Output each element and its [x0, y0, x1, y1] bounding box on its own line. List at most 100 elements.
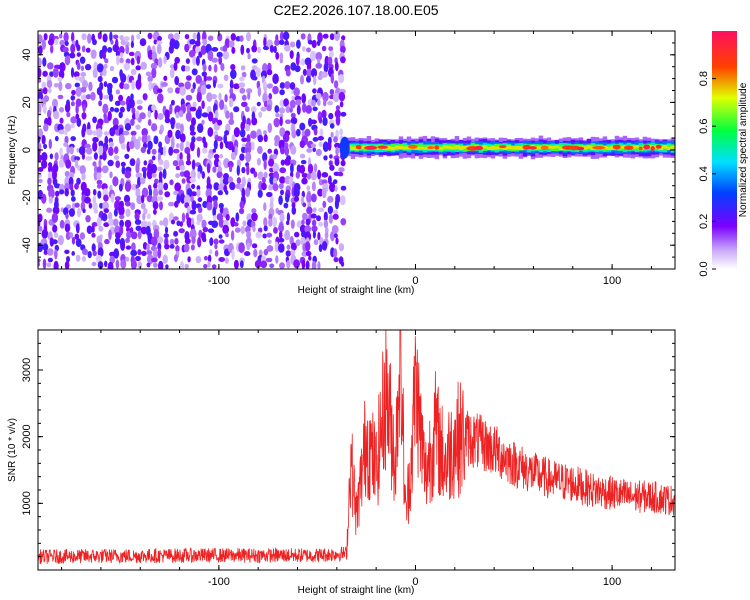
- heatmap-cell: [442, 145, 448, 149]
- heatmap-cell: [377, 145, 389, 149]
- heatmap-cell: [113, 34, 119, 40]
- heatmap-cell: [211, 93, 218, 100]
- heatmap-cell: [306, 172, 312, 180]
- heatmap-cell: [47, 109, 51, 119]
- heatmap-cell: [163, 55, 167, 64]
- heatmap-cell: [274, 141, 279, 147]
- heatmap-cell: [175, 245, 180, 253]
- heatmap-cell: [323, 219, 329, 229]
- heatmap-cell: [43, 33, 48, 41]
- heatmap-cell: [188, 50, 196, 58]
- heatmap-cell: [91, 243, 96, 253]
- heatmap-cell: [98, 140, 104, 148]
- heatmap-cell: [59, 33, 63, 39]
- heatmap-cell: [279, 213, 285, 223]
- heatmap-cell: [70, 189, 75, 197]
- heatmap-cell: [151, 173, 157, 178]
- heatmap-cell: [179, 165, 186, 171]
- heatmap-cell: [91, 261, 97, 267]
- heatmap-cell: [46, 80, 53, 88]
- heatmap-cell: [156, 88, 163, 93]
- heatmap-cell: [102, 201, 109, 211]
- heatmap-cell: [218, 202, 224, 209]
- heatmap-cell: [213, 238, 219, 245]
- heatmap-cell: [251, 212, 258, 222]
- heatmap-cell: [217, 83, 224, 89]
- bottom-y-axis: 1000 2000 3000: [21, 329, 675, 558]
- heatmap-cell: [306, 185, 311, 191]
- heatmap-cell: [301, 173, 308, 178]
- heatmap-cell: [189, 39, 196, 45]
- heatmap-cell: [482, 146, 488, 151]
- heatmap-cell: [192, 101, 197, 108]
- heatmap-cell: [139, 112, 146, 120]
- heatmap-cell: [606, 147, 612, 150]
- heatmap-cell: [60, 207, 64, 213]
- heatmap-cell: [96, 235, 103, 245]
- heatmap-cell: [222, 177, 229, 185]
- heatmap-cell: [229, 182, 236, 191]
- heatmap-cell: [180, 123, 184, 134]
- heatmap-cell: [107, 261, 114, 269]
- heatmap-cell: [140, 61, 147, 70]
- heatmap-cell: [187, 256, 191, 263]
- heatmap-cell: [263, 248, 269, 256]
- heatmap-cell: [486, 147, 492, 150]
- heatmap-cell: [159, 220, 164, 226]
- heatmap-cell: [124, 181, 132, 192]
- heatmap-cell: [273, 45, 277, 54]
- heatmap-cell: [151, 67, 157, 79]
- heatmap-cell: [120, 259, 127, 269]
- heatmap-cell: [197, 123, 204, 133]
- heatmap-cell: [47, 257, 54, 263]
- heatmap-cell: [285, 250, 291, 257]
- heatmap-cell: [301, 93, 307, 104]
- heatmap-cell: [255, 67, 261, 78]
- heatmap-cell: [634, 145, 640, 149]
- heatmap-cell: [167, 33, 174, 40]
- heatmap-cell: [103, 63, 108, 69]
- heatmap-cell: [81, 112, 87, 120]
- heatmap-cell: [317, 188, 324, 197]
- heatmap-cell: [228, 40, 235, 48]
- heatmap-cell: [240, 121, 245, 131]
- heatmap-cell: [52, 67, 59, 78]
- heatmap-cell: [316, 40, 321, 46]
- heatmap-cell: [129, 227, 134, 234]
- heatmap-cell: [139, 38, 147, 47]
- heatmap-cell: [172, 148, 180, 154]
- heatmap-cell: [131, 242, 136, 252]
- heatmap-cell: [310, 143, 317, 148]
- heatmap-cell: [340, 56, 346, 64]
- heatmap-cell: [103, 81, 108, 88]
- heatmap-cell: [104, 238, 110, 245]
- heatmap-cell: [550, 145, 556, 149]
- heatmap-cell: [71, 32, 75, 43]
- heatmap-cell: [333, 257, 339, 263]
- heatmap-cell: [153, 182, 158, 189]
- heatmap-cell: [207, 50, 214, 62]
- heatmap-cell: [157, 57, 163, 68]
- heatmap-cell: [107, 47, 113, 53]
- heatmap-cell: [185, 111, 192, 122]
- heatmap-cell: [275, 112, 280, 118]
- heatmap-cell: [216, 171, 223, 179]
- heatmap-cell: [327, 205, 334, 215]
- heatmap-cell: [119, 35, 125, 41]
- heatmap-cell: [157, 248, 162, 259]
- heatmap-cell: [253, 171, 258, 178]
- heatmap-cell: [211, 57, 219, 63]
- heatmap-cell: [332, 179, 338, 185]
- heatmap-cell: [92, 130, 97, 136]
- heatmap-cell: [38, 167, 44, 172]
- heatmap-cell: [82, 248, 88, 256]
- heatmap-cell: [251, 58, 258, 64]
- heatmap-cell: [224, 94, 228, 103]
- heatmap-cell: [54, 135, 59, 142]
- heatmap-cell: [272, 216, 278, 228]
- heatmap-cell: [130, 259, 137, 269]
- heatmap-cell: [242, 220, 247, 227]
- heatmap-cell: [328, 50, 334, 58]
- x-tick-label: -100: [208, 275, 230, 287]
- heatmap-cell: [52, 206, 60, 215]
